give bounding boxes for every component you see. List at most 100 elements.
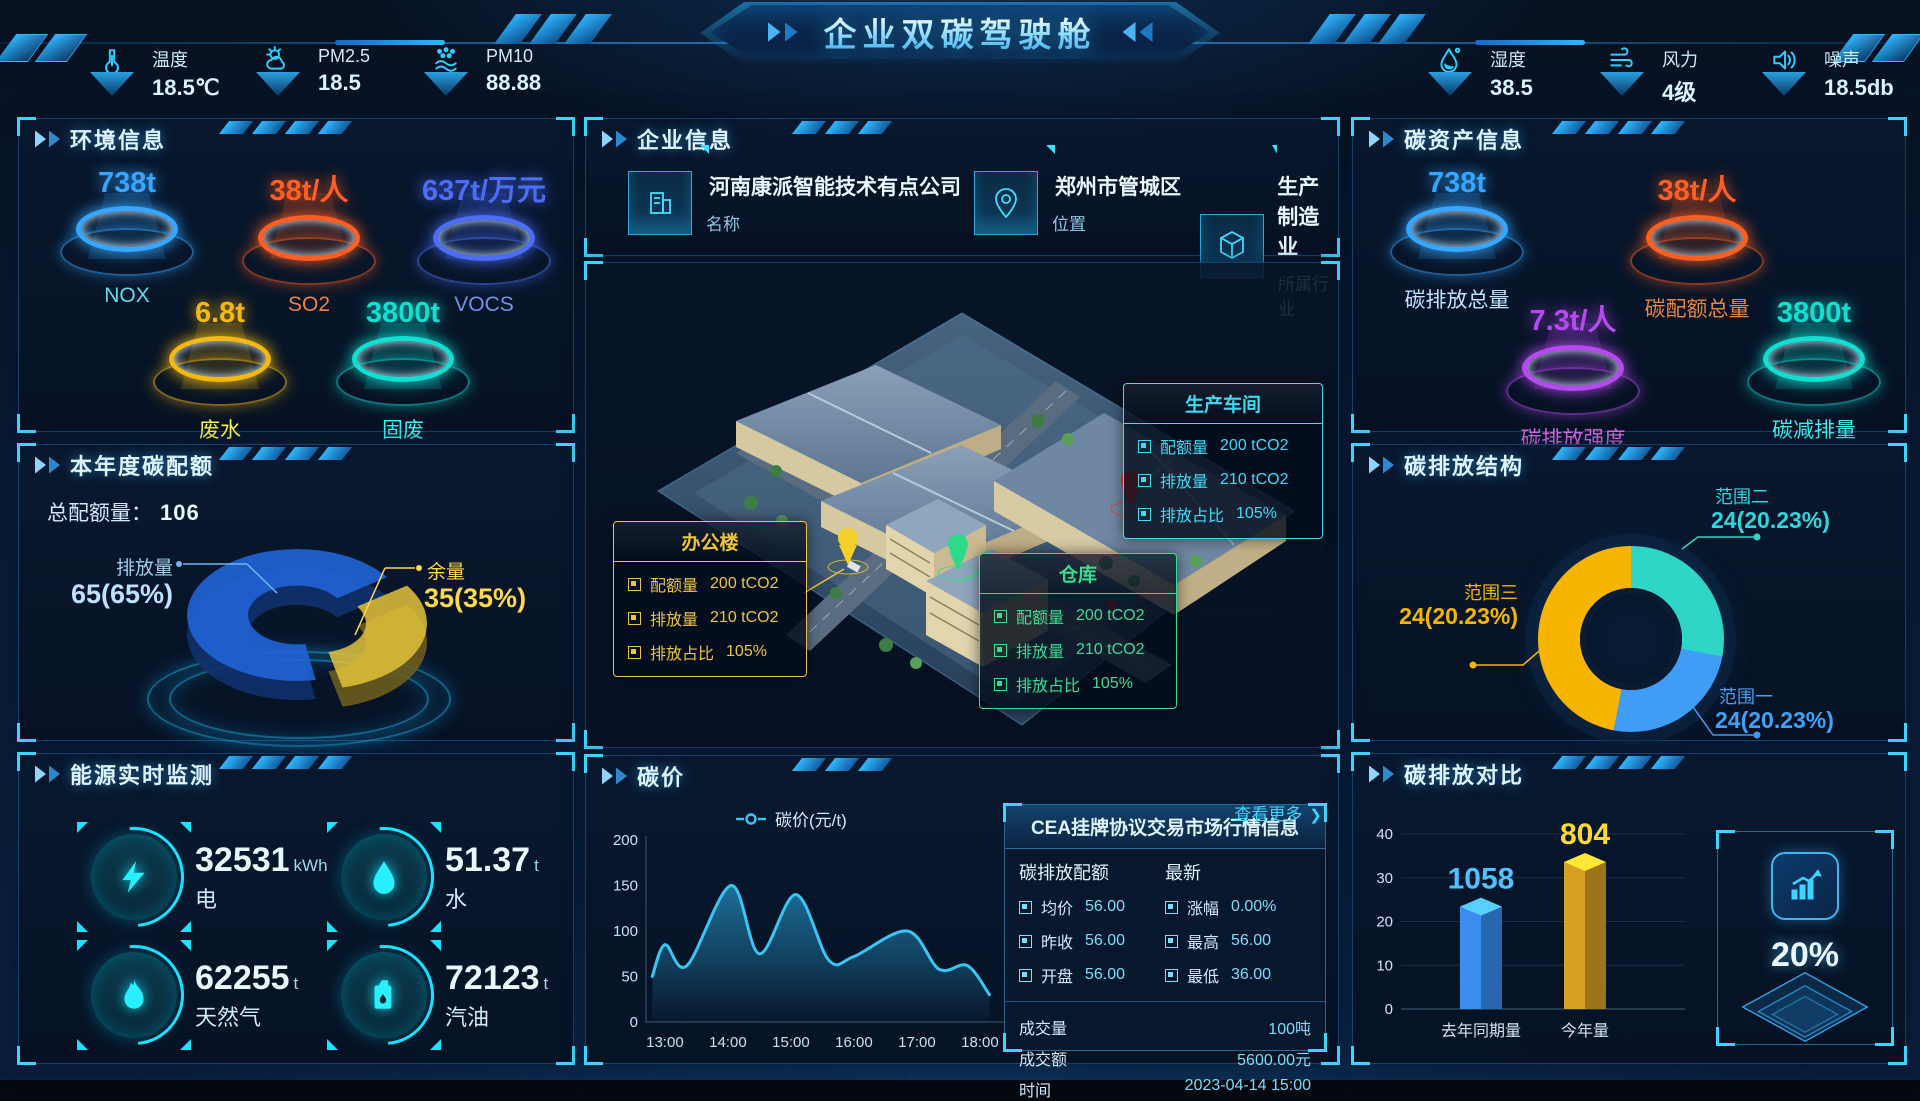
water-drop-icon xyxy=(327,822,441,932)
header-stripes xyxy=(1552,756,1686,769)
edge-decoration-left xyxy=(0,34,88,62)
quota-3d-pie xyxy=(187,549,427,709)
wind-icon xyxy=(1610,47,1633,68)
building-icon xyxy=(628,171,692,235)
header-stripes xyxy=(218,447,353,460)
growth-chart-icon xyxy=(1771,852,1839,920)
header-stripes xyxy=(791,121,892,134)
company-name-item: 河南康派智能技术有点公司 名称 xyxy=(628,145,961,235)
bullet-icon xyxy=(628,577,641,591)
panel-environment-info: 环境信息 738t NOX 38t/人 SO2 637t/万元 VOCS 6.8… xyxy=(17,117,575,442)
market-info-box: CEA挂牌协议交易市场行情信息 碳排放配额 均价 56.00 昨收 56.00 开盘… xyxy=(1003,803,1327,1100)
svg-text:804: 804 xyxy=(1560,818,1610,851)
panel-emission-compare: 碳排放对比 0 10 20 30 40 1058 去年同期量 804 今年量 20% xyxy=(1351,752,1907,1065)
panel-header: 企业信息 xyxy=(586,119,1338,159)
panel-title: 碳价 xyxy=(637,765,686,790)
tooltip-workshop: 生产车间 配额量 200 tCO2 排放量 210 tCO2 排放占比 105% xyxy=(1123,383,1323,539)
weather-stat-pm25: PM2.5 18.5 xyxy=(252,46,370,96)
pyramid-icon xyxy=(1762,72,1806,96)
pie-value-emission: 65(65%) xyxy=(70,579,173,609)
bullet-icon xyxy=(1019,900,1032,914)
svg-text:0: 0 xyxy=(630,1014,638,1031)
panel-title: 能源实时监测 xyxy=(70,763,215,788)
title-banner: 企业双碳驾驶舱 xyxy=(710,5,1210,59)
thermometer-icon xyxy=(105,49,119,74)
asset-emission-reduction: 3800t 碳减排量 xyxy=(1739,297,1889,444)
svg-text:14:00: 14:00 xyxy=(709,1034,747,1051)
panel-emission-structure: 碳排放结构 范围二 24(20.23%) 范围一 24(20.23%) 范围三 … xyxy=(1351,443,1907,742)
double-arrow-icon xyxy=(602,130,627,148)
header-stripes xyxy=(1552,447,1686,460)
env-metric-vocs: 637t/万元 VOCS xyxy=(409,167,559,317)
svg-text:1058: 1058 xyxy=(1448,863,1515,896)
double-arrow-icon xyxy=(1369,765,1394,783)
svg-text:150: 150 xyxy=(613,878,638,895)
panel-header: 碳排放对比 xyxy=(1353,754,1905,794)
bullet-icon xyxy=(994,677,1007,691)
emission-structure-donut xyxy=(1538,546,1724,732)
bullet-icon xyxy=(1138,507,1151,521)
company-location-item: 郑州市管城区 位置 xyxy=(974,145,1181,235)
svg-text:今年量: 今年量 xyxy=(1561,1022,1609,1040)
svg-text:10: 10 xyxy=(1376,957,1393,974)
svg-text:30: 30 xyxy=(1376,870,1393,887)
env-metric-wastewater: 6.8t 废水 xyxy=(145,297,295,444)
pyramid-icon xyxy=(1600,72,1644,96)
svg-text:13:00: 13:00 xyxy=(646,1034,684,1051)
bullet-icon xyxy=(1019,934,1032,948)
donut-label-scope1: 范围一 xyxy=(1719,687,1773,707)
weather-stat-pm10: PM10 88.88 xyxy=(420,46,541,96)
panel-header: 碳排放结构 xyxy=(1353,445,1905,485)
asset-total-quota: 38t/人 碳配额总量 xyxy=(1622,167,1772,323)
flag-marker-icon xyxy=(700,145,709,154)
asset-total-emission: 738t 碳排放总量 xyxy=(1382,167,1532,314)
env-metric-so2: 38t/人 SO2 xyxy=(234,167,384,317)
pyramid-icon xyxy=(256,72,300,96)
energy-electricity: 32531 kWh 电 xyxy=(77,822,328,932)
panel-title: 环境信息 xyxy=(70,128,167,153)
panel-header: 碳资产信息 xyxy=(1353,119,1905,159)
header-stripes xyxy=(218,756,353,769)
header-stripes xyxy=(218,121,353,134)
bullet-icon xyxy=(1138,439,1151,453)
office-pin[interactable] xyxy=(827,528,869,575)
svg-text:40: 40 xyxy=(1376,826,1393,843)
svg-text:0: 0 xyxy=(1385,1001,1393,1018)
header-divider-highlight-right xyxy=(1475,40,1585,45)
view-more-link[interactable]: 查看更多 xyxy=(1234,800,1322,825)
panel-header: 能源实时监测 xyxy=(19,754,573,794)
bullet-icon xyxy=(1019,968,1032,982)
bullet-icon xyxy=(1165,900,1178,914)
line-series-icon xyxy=(736,812,766,825)
pm25-icon xyxy=(266,46,285,70)
double-arrow-icon xyxy=(35,456,60,474)
noise-icon xyxy=(1773,50,1796,70)
header-stripes xyxy=(1552,121,1686,134)
pyramid-icon xyxy=(424,72,468,96)
panel-title: 碳资产信息 xyxy=(1404,128,1525,153)
header-stripes xyxy=(791,758,892,771)
svg-text:18:00: 18:00 xyxy=(961,1034,999,1051)
market-col-latest: 最新 涨幅 0.00% 最高 56.00 最低 36.00 xyxy=(1165,863,1277,986)
panel-header: 碳价 xyxy=(586,756,1338,796)
panel-title: 企业信息 xyxy=(637,128,734,153)
panel-header: 本年度碳配额 xyxy=(19,445,573,485)
double-chevron-right-icon xyxy=(767,22,798,42)
header-divider-highlight-left xyxy=(335,40,445,45)
energy-water: 51.37 t 水 xyxy=(327,822,539,932)
warehouse-pin[interactable] xyxy=(937,534,979,581)
pyramid-icon xyxy=(1428,72,1472,96)
market-col-quota: 碳排放配额 均价 56.00 昨收 56.00 开盘 56.00 xyxy=(1019,863,1126,986)
double-arrow-icon xyxy=(35,765,60,783)
bullet-icon xyxy=(994,609,1007,623)
svg-text:20: 20 xyxy=(1376,914,1393,931)
panel-company-info: 企业信息 河南康派智能技术有点公司 名称 郑州市管城区 位置 生产制造业 所属行… xyxy=(584,117,1340,319)
panel-header: 环境信息 xyxy=(19,119,573,159)
humidity-icon xyxy=(1440,47,1461,73)
svg-text:200: 200 xyxy=(613,832,638,849)
pm10-icon xyxy=(435,47,457,72)
env-metric-solidwaste: 3800t 固废 xyxy=(328,297,478,444)
panel-title: 本年度碳配额 xyxy=(70,454,215,479)
panel-carbon-assets: 碳资产信息 738t 碳排放总量 38t/人 碳配额总量 7.3t/人 碳排放强… xyxy=(1351,117,1907,451)
donut-label-scope3: 范围三 xyxy=(1464,583,1518,603)
